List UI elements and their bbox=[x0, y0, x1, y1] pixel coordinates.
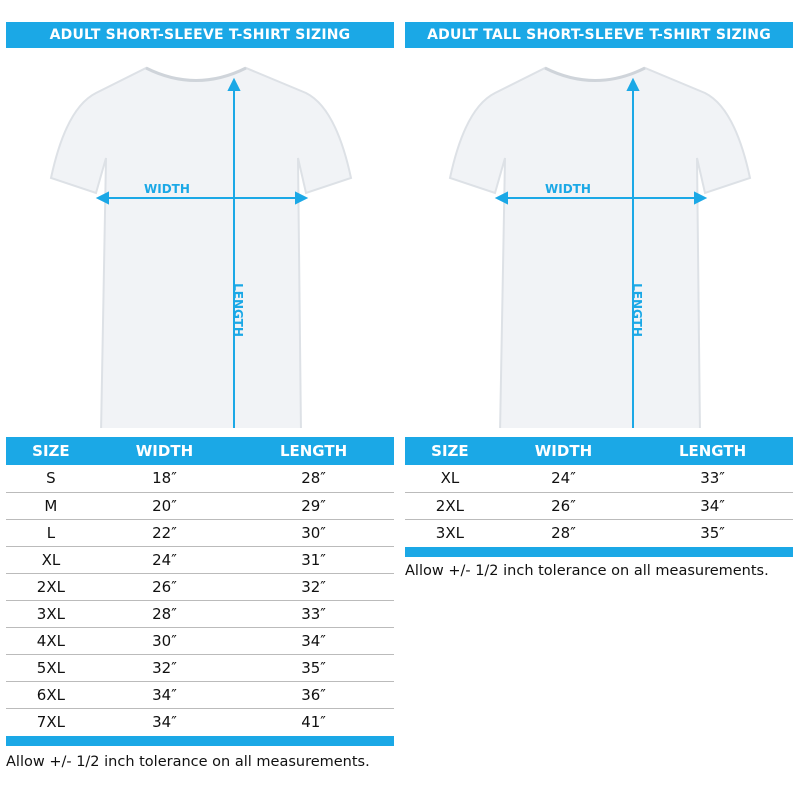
length-label: LENGTH bbox=[629, 283, 644, 337]
size-cell: L bbox=[6, 519, 96, 547]
length-cell: 32″ bbox=[233, 573, 394, 601]
table-footer-bar bbox=[405, 547, 793, 557]
size-cell: 2XL bbox=[6, 573, 96, 601]
table-row: XL 24″ 33″ bbox=[405, 465, 793, 493]
size-cell: 7XL bbox=[36, 712, 65, 731]
tolerance-note: Allow +/- 1/2 inch tolerance on all meas… bbox=[6, 754, 370, 770]
header-width: WIDTH bbox=[494, 437, 633, 465]
size-cell: M bbox=[6, 492, 96, 520]
size-cell: S bbox=[6, 465, 96, 493]
width-label: WIDTH bbox=[545, 182, 591, 196]
width-cell: 20″ bbox=[95, 492, 234, 520]
length-cell: 29″ bbox=[233, 492, 394, 520]
table-row: 7XL 34″ 41″ bbox=[6, 708, 394, 735]
tall-sizing-panel: ADULT TALL SHORT-SLEEVE T-SHIRT SIZING W… bbox=[405, 22, 793, 579]
width-cell: 22″ bbox=[95, 519, 234, 547]
length-cell: 33″ bbox=[233, 600, 394, 628]
table-row: 3XL 28″ 33″ bbox=[6, 600, 394, 628]
width-label: WIDTH bbox=[144, 182, 190, 196]
length-cell: 34″ bbox=[233, 627, 394, 655]
table-row: 3XL 28″ 35″ bbox=[405, 519, 793, 546]
size-table: SIZE WIDTH LENGTH XL 24″ 33″ 2XL 26″ 34″ 3XL 28″ 3… bbox=[405, 437, 793, 546]
panel-title: ADULT SHORT-SLEEVE T-SHIRT SIZING bbox=[6, 22, 394, 48]
table-row: 2XL 26″ 34″ bbox=[405, 492, 793, 520]
table-row: 2XL 26″ 32″ bbox=[6, 573, 394, 601]
length-label: LENGTH bbox=[230, 283, 245, 337]
width-cell: 24″ bbox=[494, 465, 633, 493]
length-cell: 36″ bbox=[233, 681, 394, 709]
size-cell: 3XL bbox=[6, 600, 96, 628]
length-cell: 31″ bbox=[233, 546, 394, 574]
table-row: 6XL 34″ 36″ bbox=[6, 681, 394, 709]
length-cell: 35″ bbox=[233, 654, 394, 682]
width-cell: 34″ bbox=[95, 681, 234, 709]
panel-title: ADULT TALL SHORT-SLEEVE T-SHIRT SIZING bbox=[405, 22, 793, 48]
size-cell: 6XL bbox=[6, 681, 96, 709]
header-width: WIDTH bbox=[95, 437, 234, 465]
size-table: SIZE WIDTH LENGTH S 18″ 28″ M 20″ 29″ L 22″ 30″ XL 2… bbox=[6, 437, 394, 735]
table-row: S 18″ 28″ bbox=[6, 465, 394, 493]
header-length: LENGTH bbox=[632, 437, 793, 465]
size-cell: 5XL bbox=[6, 654, 96, 682]
table-row: L 22″ 30″ bbox=[6, 519, 394, 547]
length-cell: 34″ bbox=[632, 492, 793, 520]
table-row: M 20″ 29″ bbox=[6, 492, 394, 520]
header-size: SIZE bbox=[6, 437, 96, 465]
width-cell: 30″ bbox=[95, 627, 234, 655]
table-row: XL 24″ 31″ bbox=[6, 546, 394, 574]
standard-sizing-panel: ADULT SHORT-SLEEVE T-SHIRT SIZING WIDTH … bbox=[6, 22, 394, 770]
header-length: LENGTH bbox=[233, 437, 394, 465]
tshirt-diagram: WIDTH LENGTH bbox=[6, 48, 394, 428]
width-cell: 28″ bbox=[551, 523, 576, 542]
tshirt-illustration bbox=[49, 66, 353, 428]
width-cell: 24″ bbox=[95, 546, 234, 574]
width-cell: 18″ bbox=[95, 465, 234, 493]
size-cell: XL bbox=[405, 465, 495, 493]
size-cell: 2XL bbox=[405, 492, 495, 520]
width-cell: 32″ bbox=[95, 654, 234, 682]
width-cell: 34″ bbox=[152, 712, 177, 731]
length-cell: 35″ bbox=[700, 523, 725, 542]
tshirt-illustration bbox=[448, 66, 752, 428]
length-cell: 30″ bbox=[233, 519, 394, 547]
table-footer-bar bbox=[6, 736, 394, 746]
length-cell: 28″ bbox=[233, 465, 394, 493]
tshirt-diagram: WIDTH LENGTH bbox=[405, 48, 793, 428]
length-cell: 33″ bbox=[632, 465, 793, 493]
width-cell: 26″ bbox=[95, 573, 234, 601]
tolerance-note: Allow +/- 1/2 inch tolerance on all meas… bbox=[405, 563, 769, 579]
table-row: 4XL 30″ 34″ bbox=[6, 627, 394, 655]
width-cell: 28″ bbox=[95, 600, 234, 628]
size-cell: 4XL bbox=[6, 627, 96, 655]
size-cell: 3XL bbox=[435, 523, 464, 542]
length-cell: 41″ bbox=[301, 712, 326, 731]
width-cell: 26″ bbox=[494, 492, 633, 520]
table-row: 5XL 32″ 35″ bbox=[6, 654, 394, 682]
header-size: SIZE bbox=[405, 437, 495, 465]
size-cell: XL bbox=[6, 546, 96, 574]
